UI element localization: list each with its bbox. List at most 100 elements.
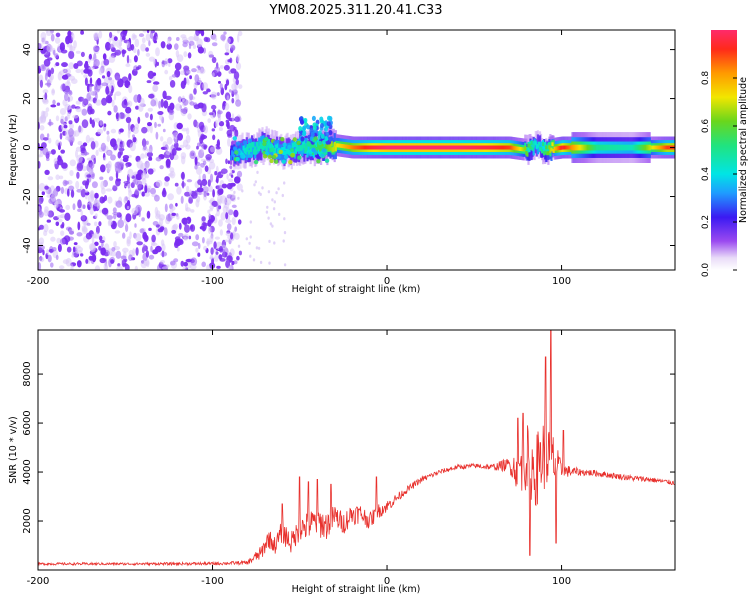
spectrogram-noise-cell	[148, 156, 153, 161]
spectrogram-noise-cell	[231, 217, 236, 225]
spectrogram-noise-cell	[146, 162, 150, 169]
spectrogram-noise-cell	[164, 176, 170, 182]
spectrogram-noise-cell	[145, 166, 149, 172]
spectrogram-noise-cell	[176, 215, 180, 220]
spectrogram-noise-cell	[140, 260, 148, 269]
colorbar: 0.0 0.2 0.4 0.6 0.8 Normalized spectral ampl…	[701, 30, 749, 277]
spectrogram-noise-cell	[129, 142, 136, 152]
spectrogram-noise-cell	[231, 169, 235, 174]
spectrogram-noise-cell	[75, 100, 81, 105]
spectrogram-noise-cell	[269, 222, 273, 226]
spectrogram-noise-cell	[190, 209, 195, 213]
spectrogram-noise-cell	[39, 256, 45, 263]
spectrogram-noise-cell	[226, 194, 233, 199]
spectrogram-noise-cell	[207, 118, 211, 123]
spectrogram-noise-cell	[69, 170, 74, 177]
spectrogram-noise-cell	[211, 200, 219, 207]
spectrogram-noise-cell	[55, 139, 60, 147]
spectrogram-noise-cell	[191, 241, 199, 247]
spectrogram-noise-cell	[145, 52, 151, 57]
spectrogram-noise-cell	[105, 95, 113, 104]
spectrogram-noise-cell	[103, 157, 107, 161]
spectrogram-ridge-cell	[319, 116, 324, 122]
spectrogram-noise-cell	[75, 68, 82, 74]
spectrogram-ridge-cell	[269, 158, 274, 164]
spectrogram-noise-cell	[46, 249, 50, 256]
spectrogram-ridge-cell	[232, 151, 235, 157]
spectrogram-noise-cell	[117, 219, 124, 229]
spectrogram-noise-cell	[182, 42, 188, 48]
spectrogram-noise-cell	[281, 193, 284, 198]
spectrogram-ridge-cell	[276, 143, 279, 149]
spectrogram-noise-cell	[94, 265, 101, 270]
spectrogram-noise-cell	[207, 185, 214, 193]
spectrogram-noise-cell	[235, 62, 242, 70]
spectrogram-noise-cell	[230, 174, 234, 178]
figure-title: YM08.2025.311.20.41.C33	[269, 3, 443, 18]
spectrogram-noise-cell	[191, 68, 197, 73]
spectrogram-noise-cell	[156, 61, 159, 66]
spectrogram-noise-cell	[50, 185, 55, 190]
spectrogram-noise-cell	[202, 191, 208, 201]
spectrogram-noise-cell	[43, 58, 51, 67]
spectrogram-ridge-cell	[273, 140, 278, 145]
y-tick-label: 0	[22, 144, 33, 150]
spectrogram-ridge-cell	[282, 149, 285, 155]
spectrogram-noise-cell	[83, 227, 88, 233]
spectrogram-ridge-cell	[589, 144, 592, 151]
spectrogram-ridge-cell	[232, 136, 237, 141]
spectrogram-ridge-cell	[235, 157, 240, 162]
spectrogram-noise-cell	[237, 219, 242, 225]
spectrogram-noise-cell	[38, 199, 42, 206]
spectrogram-noise-cell	[69, 46, 76, 52]
spectrogram-noise-cell	[81, 119, 89, 129]
spectrogram-ridge-cell	[244, 140, 247, 152]
spectrogram-ridge-cell	[539, 147, 543, 151]
spectrogram-noise-cell	[165, 158, 171, 168]
spectrogram-noise-cell	[103, 123, 107, 128]
spectrogram-noise-cell	[233, 71, 240, 80]
spectrogram-noise-cell	[194, 156, 198, 166]
spectrogram-noise-cell	[54, 53, 59, 59]
spectrogram-noise-cell	[178, 222, 182, 230]
spectrogram-noise-cell	[149, 124, 153, 134]
spectrogram-noise-cell	[125, 116, 132, 124]
spectrogram-ridge-cell	[308, 141, 311, 147]
spectrogram-noise-cell	[60, 149, 65, 154]
spectrogram-noise-cell	[65, 35, 71, 45]
spectrogram-noise-cell	[211, 104, 217, 110]
spectrogram-noise-cell	[50, 193, 56, 202]
spectrogram-noise-cell	[93, 32, 100, 40]
spectrogram-noise-cell	[101, 207, 109, 215]
spectrogram-noise-cell	[73, 242, 78, 246]
spectrogram-noise-cell	[228, 89, 232, 93]
spectrogram-noise-cell	[157, 123, 161, 127]
snr-ylabel: SNR (10 * v/v)	[8, 416, 19, 484]
spectrogram-noise-cell	[217, 110, 223, 115]
spectrogram-noise-cell	[223, 64, 230, 71]
spectrogram-noise-cell	[187, 52, 192, 59]
spectrogram-noise-cell	[77, 246, 83, 253]
spectrogram-noise-cell	[222, 102, 226, 111]
spectrogram-noise-cell	[227, 137, 231, 147]
spectrogram-noise-cell	[65, 136, 71, 141]
spectrogram-noise-cell	[93, 59, 100, 67]
spectrogram-noise-cell	[53, 49, 56, 56]
colorbar-tick-label: 0.0	[701, 263, 711, 278]
spectrogram-ridge-cell	[301, 144, 304, 150]
spectrogram-noise-cell	[89, 108, 95, 115]
spectrogram-noise-cell	[175, 103, 182, 111]
spectrogram-noise-cell	[71, 33, 75, 41]
snr-x-ticks: -200 -100 0 100	[27, 330, 571, 587]
spectrogram-noise-cell	[46, 44, 54, 53]
spectrogram-noise-cell	[237, 196, 240, 200]
spectrogram-noise-cell	[283, 181, 286, 185]
spectrogram-ridge-cell	[300, 136, 305, 142]
spectrogram-noise-cell	[148, 40, 151, 47]
spectrogram-noise-cell	[68, 62, 75, 70]
spectrogram-noise-cell	[45, 30, 49, 33]
spectrogram-noise-cell	[217, 198, 222, 206]
spectrogram-noise-cell	[226, 37, 231, 44]
spectrogram-noise-cell	[194, 74, 200, 83]
spectrogram-ridge-cell	[536, 143, 539, 148]
